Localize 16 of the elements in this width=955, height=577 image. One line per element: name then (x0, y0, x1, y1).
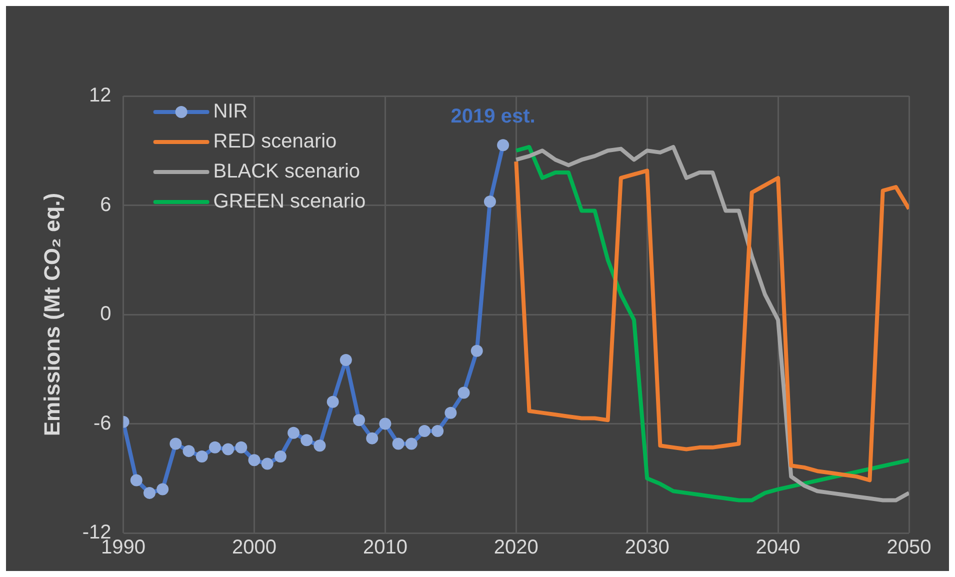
legend-label: GREEN scenario (213, 190, 366, 213)
annotation: 2019 est. (450, 106, 536, 128)
x-tick-label: 2030 (624, 536, 670, 559)
x-tick-label: 2020 (494, 536, 538, 559)
y-tick-label: -6 (94, 412, 112, 434)
x-tick-label: 2040 (756, 536, 800, 559)
x-tick-label: 2000 (232, 536, 277, 559)
y-tick-label: 12 (89, 84, 112, 107)
x-tick-label: 2010 (362, 536, 408, 559)
x-tick-label: 2050 (886, 536, 932, 559)
legend-label: NIR (213, 100, 248, 123)
y-tick-label: 0 (100, 303, 112, 326)
y-tick-label: 6 (100, 194, 112, 216)
legend-label: BLACK scenario (213, 160, 360, 183)
legend-label: RED scenario (213, 130, 337, 153)
y-axis-title: Emissions (Mt CO₂ eq.) (39, 192, 64, 436)
